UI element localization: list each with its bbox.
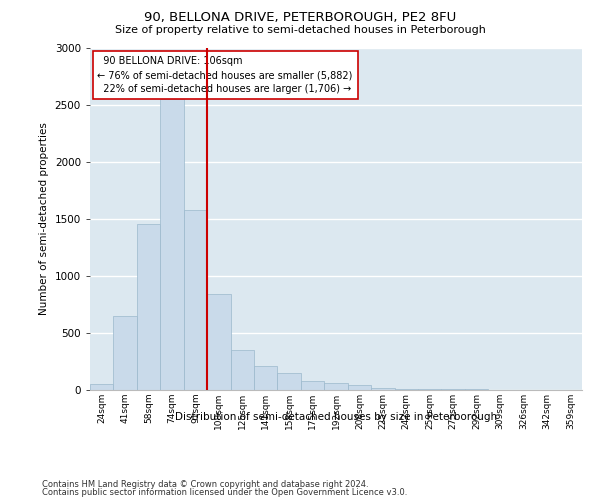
Text: Distribution of semi-detached houses by size in Peterborough: Distribution of semi-detached houses by …: [175, 412, 497, 422]
Bar: [137, 224, 160, 390]
Bar: [207, 294, 230, 390]
Text: 90 BELLONA DRIVE: 106sqm
← 76% of semi-detached houses are smaller (5,882)
  22%: 90 BELLONA DRIVE: 106sqm ← 76% of semi-d…: [97, 56, 353, 94]
Text: Size of property relative to semi-detached houses in Peterborough: Size of property relative to semi-detach…: [115, 25, 485, 35]
Text: 90, BELLONA DRIVE, PETERBOROUGH, PE2 8FU: 90, BELLONA DRIVE, PETERBOROUGH, PE2 8FU: [144, 12, 456, 24]
Bar: [371, 388, 395, 390]
Bar: [395, 388, 418, 390]
Text: Contains public sector information licensed under the Open Government Licence v3: Contains public sector information licen…: [42, 488, 407, 497]
Bar: [348, 386, 371, 390]
Bar: [160, 99, 184, 390]
Bar: [324, 383, 348, 390]
Bar: [90, 384, 113, 390]
Bar: [230, 350, 254, 390]
Bar: [254, 366, 277, 390]
Bar: [113, 316, 137, 390]
Bar: [184, 210, 207, 390]
Bar: [277, 374, 301, 390]
Bar: [418, 389, 442, 390]
Y-axis label: Number of semi-detached properties: Number of semi-detached properties: [39, 122, 49, 315]
Bar: [301, 381, 324, 390]
Text: Contains HM Land Registry data © Crown copyright and database right 2024.: Contains HM Land Registry data © Crown c…: [42, 480, 368, 489]
